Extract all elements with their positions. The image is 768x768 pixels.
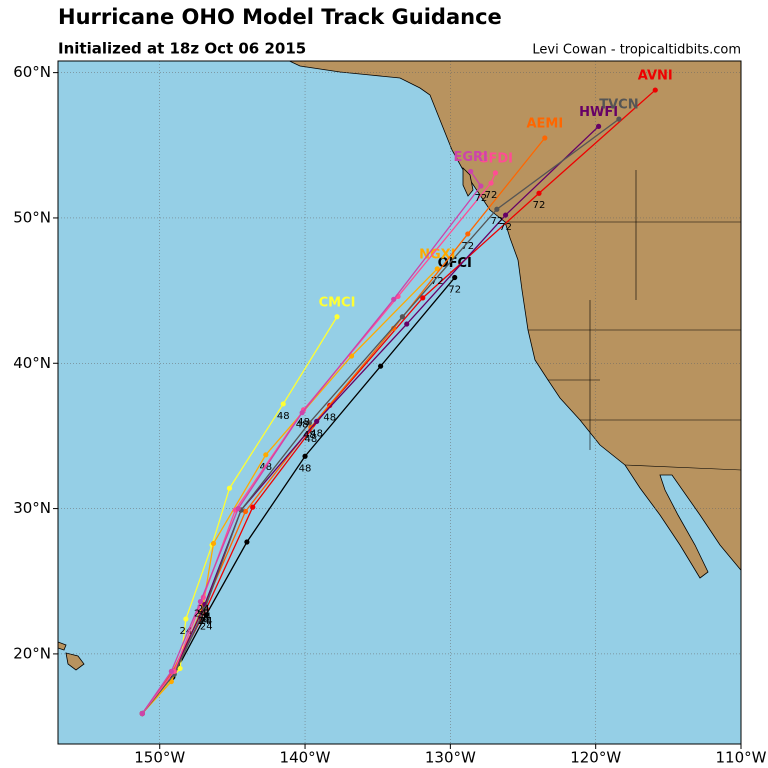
forecast-hour-label: 48 [277, 411, 290, 422]
track-point [502, 212, 509, 218]
x-tick-label: 150°W [134, 749, 185, 767]
track-name: AVNI [638, 69, 673, 84]
forecast-hour-label: 24 [198, 611, 211, 622]
forecast-hour-label: 48 [299, 463, 312, 474]
forecast-hour-label: 24 [200, 622, 213, 633]
track-name: EGRI [454, 150, 488, 165]
track-point [452, 274, 458, 281]
forecast-hour-label: 24 [197, 611, 210, 622]
forecast-hour-label: 24 [200, 616, 213, 627]
forecast-hour-label: 48 [310, 428, 323, 439]
forecast-hour-label: 72 [499, 222, 512, 233]
track-point [536, 190, 542, 196]
track-point [177, 665, 183, 672]
track-point [488, 180, 494, 186]
track-point [391, 325, 397, 331]
track-point [263, 452, 269, 458]
land [58, 61, 741, 671]
track-line [141, 171, 482, 714]
forecast-hour-label: 48 [303, 430, 316, 441]
track-point [420, 295, 426, 301]
forecast-hour-label: 24 [180, 626, 193, 637]
track-name: HWFI [579, 105, 618, 120]
track-point [226, 485, 233, 491]
track-point [302, 453, 308, 459]
forecast-hour-label: 72 [448, 285, 461, 296]
track-point [616, 116, 622, 122]
frame [57, 60, 742, 745]
track-point [542, 135, 548, 141]
track-line [141, 118, 620, 714]
track-point [244, 539, 250, 545]
track-point [139, 710, 145, 717]
track-point [595, 123, 602, 129]
forecast-hour-label: 24 [197, 616, 210, 627]
track-point [314, 418, 320, 424]
track-line [141, 125, 600, 714]
forecast-hour-label: 72 [485, 190, 498, 201]
x-tick-label: 110°W [716, 749, 767, 767]
track-point [494, 206, 500, 212]
forecast-hour-label: 72 [533, 200, 546, 211]
y-tick-label: 20°N [13, 644, 51, 662]
forecast-hour-label: 48 [297, 417, 310, 428]
track-point [468, 168, 474, 175]
y-tick-label: 40°N [13, 354, 51, 372]
track-point [299, 410, 305, 416]
track-name: TVCN [599, 98, 638, 113]
track-point [334, 314, 340, 320]
forecast-hour-label: 48 [304, 434, 317, 445]
track-point [378, 363, 384, 369]
forecast-hour-label: 24 [198, 616, 211, 627]
track-point [652, 87, 658, 93]
track-line [141, 172, 497, 714]
forecast-hour-label: 48 [323, 412, 336, 423]
forecast-hour-label: 24 [197, 604, 210, 615]
y-tick-label: 60°N [13, 63, 51, 81]
y-tick-label: 50°N [13, 208, 51, 226]
forecast-hour-label: 72 [461, 241, 474, 252]
forecast-hour-label: 24 [194, 609, 207, 620]
track-point [280, 401, 286, 407]
track-point [478, 183, 484, 189]
forecast-hour-label: 72 [490, 216, 503, 227]
track-point [197, 598, 204, 605]
x-tick-label: 120°W [570, 749, 621, 767]
track-point [492, 170, 499, 176]
track-point [399, 314, 406, 320]
track-point [306, 420, 313, 426]
track-point [404, 321, 410, 327]
track-point [202, 606, 208, 612]
track-point [210, 540, 217, 547]
y-tick-label: 30°N [13, 499, 51, 517]
track-point [183, 616, 189, 622]
forecast-hour-label: 48 [296, 420, 309, 431]
track-point [391, 296, 397, 302]
forecast-hour-label: 72 [475, 193, 488, 204]
track-point [242, 508, 249, 515]
credit: Levi Cowan - tropicaltidbits.com [532, 43, 741, 58]
track-name: CMCI [319, 295, 356, 310]
title: Hurricane OHO Model Track Guidance [58, 5, 502, 29]
track-point [250, 504, 256, 510]
track-point [465, 231, 471, 237]
track-name: AEMI [526, 117, 563, 132]
track-point [235, 505, 241, 512]
track-point [168, 668, 174, 674]
track-name: GFDI [478, 151, 513, 166]
x-tick-label: 140°W [280, 749, 331, 767]
track-point [434, 266, 440, 272]
subtitle: Initialized at 18z Oct 06 2015 [58, 40, 306, 58]
track-name: NGXI [419, 247, 455, 262]
track-point [203, 612, 209, 618]
x-tick-label: 130°W [425, 749, 476, 767]
forecast-hour-label: 72 [431, 276, 444, 287]
